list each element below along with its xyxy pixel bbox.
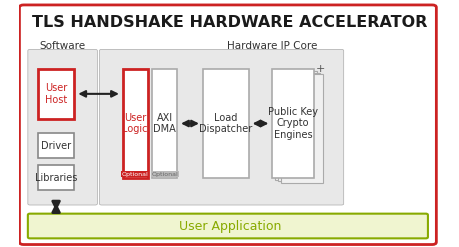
Text: TLS HANDSHAKE HARDWARE ACCELERATOR: TLS HANDSHAKE HARDWARE ACCELERATOR	[32, 15, 427, 30]
Text: AXI
DMA: AXI DMA	[153, 113, 176, 134]
FancyBboxPatch shape	[202, 69, 248, 178]
FancyBboxPatch shape	[28, 49, 97, 205]
FancyBboxPatch shape	[277, 73, 319, 181]
Text: Optional: Optional	[122, 172, 148, 177]
FancyBboxPatch shape	[38, 133, 74, 158]
FancyBboxPatch shape	[272, 69, 313, 178]
Text: Hardware IP Core: Hardware IP Core	[226, 41, 317, 51]
Text: Software: Software	[39, 41, 86, 51]
FancyBboxPatch shape	[28, 214, 427, 238]
Text: Driver: Driver	[41, 141, 71, 151]
Text: Optional: Optional	[151, 172, 178, 177]
FancyBboxPatch shape	[280, 74, 322, 183]
FancyBboxPatch shape	[274, 71, 317, 180]
Text: Load
Dispatcher: Load Dispatcher	[199, 113, 252, 134]
FancyBboxPatch shape	[19, 5, 436, 245]
FancyBboxPatch shape	[38, 69, 74, 119]
Text: User Application: User Application	[179, 220, 280, 232]
Text: User
Host: User Host	[45, 83, 67, 105]
Text: Public Key
Crypto
Engines: Public Key Crypto Engines	[268, 107, 318, 140]
FancyBboxPatch shape	[152, 69, 177, 178]
Text: User
Logic: User Logic	[122, 113, 148, 134]
FancyBboxPatch shape	[38, 165, 74, 190]
FancyBboxPatch shape	[123, 69, 147, 178]
Text: +: +	[315, 64, 325, 74]
Text: Libraries: Libraries	[35, 173, 77, 183]
FancyBboxPatch shape	[99, 49, 343, 205]
